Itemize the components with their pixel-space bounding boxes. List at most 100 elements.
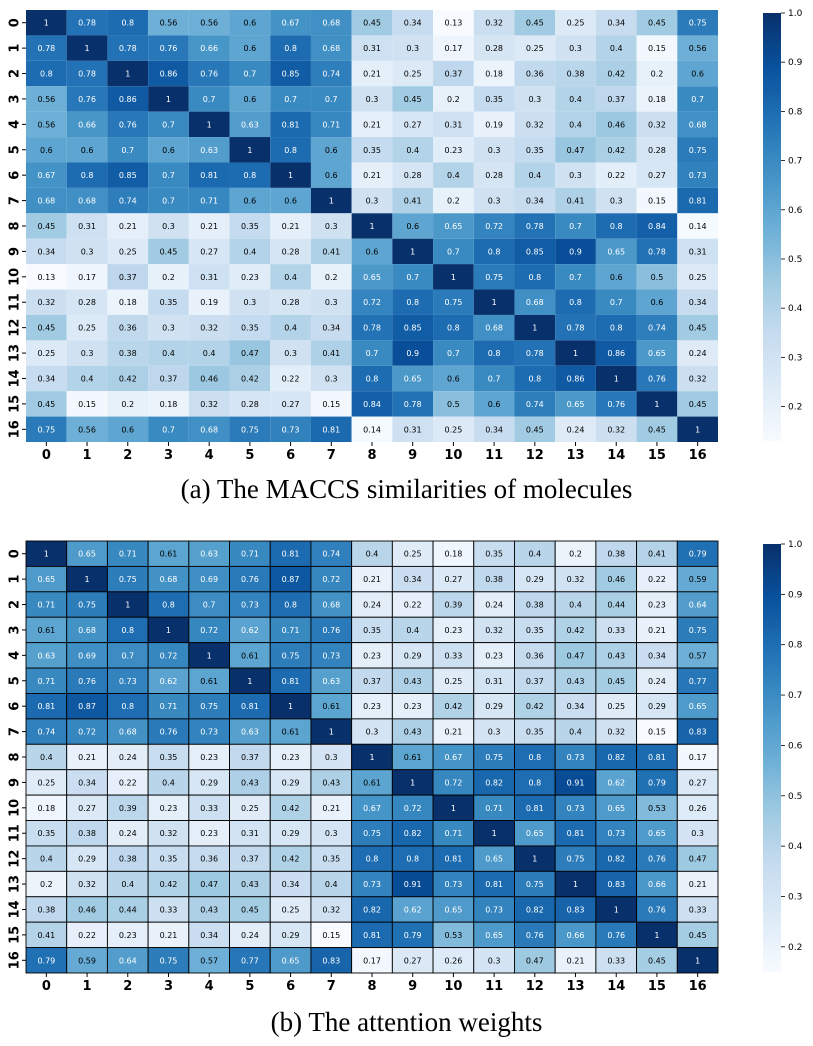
heatmap-cell bbox=[66, 794, 108, 821]
heatmap-cell bbox=[555, 162, 596, 188]
cell-value-label: 0.31 bbox=[445, 120, 463, 129]
heatmap-cell bbox=[391, 565, 434, 593]
cell-value-label: 0.71 bbox=[445, 829, 463, 838]
cell-value-label: 0.45 bbox=[648, 19, 666, 28]
cell-value-label: 0.25 bbox=[607, 702, 625, 711]
heatmap-cell bbox=[310, 86, 352, 112]
heatmap-cell bbox=[392, 416, 434, 442]
cell-value-label: 0.65 bbox=[567, 400, 585, 409]
heatmap-cell bbox=[270, 86, 311, 112]
heatmap-cell bbox=[270, 111, 311, 138]
heatmap-cell bbox=[351, 416, 393, 442]
cell-value-label: 0.75 bbox=[363, 829, 381, 838]
cell-value-label: 0.21 bbox=[78, 753, 96, 762]
cell-value-label: 0.41 bbox=[404, 197, 422, 206]
cell-value-label: 0.76 bbox=[648, 374, 666, 383]
cell-value-label: 0.4 bbox=[284, 324, 297, 333]
heatmap-cell bbox=[555, 314, 596, 341]
heatmap-cell bbox=[229, 540, 271, 567]
cell-value-label: 0.23 bbox=[200, 753, 218, 762]
heatmap-cell bbox=[310, 289, 352, 315]
heatmap-cell bbox=[636, 540, 678, 567]
cell-value-label: 0.2 bbox=[325, 273, 338, 282]
col-tick-label: 14 bbox=[607, 448, 625, 463]
heatmap-cell bbox=[677, 314, 718, 341]
heatmap-cell bbox=[555, 416, 596, 442]
cell-value-label: 0.35 bbox=[526, 728, 544, 737]
heatmap-cell bbox=[595, 921, 638, 949]
cell-value-label: 0.21 bbox=[689, 880, 707, 889]
heatmap-cell bbox=[107, 391, 149, 417]
cell-value-label: 0.71 bbox=[241, 550, 259, 559]
cell-value-label: 0.63 bbox=[241, 728, 259, 737]
heatmap-cell bbox=[106, 921, 149, 949]
cell-value-label: 0.31 bbox=[78, 222, 96, 231]
cell-value-label: 0.45 bbox=[607, 677, 625, 686]
heatmap-cell bbox=[310, 213, 352, 239]
col-tick-label: 15 bbox=[648, 448, 666, 463]
row-tick-label: 3 bbox=[8, 94, 23, 103]
cell-value-label: 0.21 bbox=[363, 575, 381, 584]
heatmap-cell bbox=[148, 162, 189, 188]
heatmap-cell bbox=[229, 845, 271, 872]
heatmap-cell bbox=[514, 845, 556, 872]
cell-value-label: 0.24 bbox=[119, 753, 137, 762]
cell-value-label: 0.4 bbox=[284, 273, 297, 282]
cell-value-label: 0.82 bbox=[526, 905, 544, 914]
cell-value-label: 0.26 bbox=[689, 804, 707, 813]
cell-value-label: 0.8 bbox=[406, 855, 419, 864]
cell-value-label: 0.21 bbox=[445, 728, 463, 737]
colorbar-tick-label: 0.3 bbox=[788, 353, 802, 363]
heatmap-cell bbox=[148, 187, 189, 214]
heatmap-cell bbox=[66, 416, 108, 442]
heatmap-cell bbox=[229, 60, 271, 87]
cell-value-label: 0.68 bbox=[37, 197, 55, 206]
cell-value-label: 0.85 bbox=[404, 324, 422, 333]
cell-value-label: 0.9 bbox=[406, 349, 419, 358]
cell-value-label: 0.7 bbox=[447, 247, 460, 256]
col-tick-label: 9 bbox=[408, 448, 417, 463]
cell-value-label: 0.42 bbox=[282, 804, 300, 813]
heatmap-cell bbox=[636, 365, 678, 392]
cell-value-label: 0.28 bbox=[282, 247, 300, 256]
heatmap-cell bbox=[107, 162, 149, 188]
cell-value-label: 1 bbox=[125, 601, 130, 610]
heatmap-cell bbox=[677, 340, 718, 366]
cell-value-label: 0.7 bbox=[162, 171, 175, 180]
cell-value-label: 0.72 bbox=[322, 575, 340, 584]
heatmap-cell bbox=[106, 947, 149, 974]
cell-value-label: 0.76 bbox=[607, 400, 625, 409]
cell-value-label: 0.29 bbox=[200, 778, 218, 787]
cell-value-label: 0.66 bbox=[78, 120, 96, 129]
heatmap-cell bbox=[188, 10, 230, 36]
row-tick-label: 12 bbox=[8, 319, 23, 337]
heatmap-cell bbox=[107, 289, 149, 315]
cell-value-label: 0.31 bbox=[363, 44, 381, 53]
heatmap-cell bbox=[514, 667, 556, 694]
heatmap-cell bbox=[106, 743, 149, 771]
cell-value-label: 0.74 bbox=[37, 728, 55, 737]
heatmap-cell bbox=[269, 565, 312, 593]
heatmap-cell bbox=[147, 718, 190, 745]
cell-value-label: 0.8 bbox=[528, 753, 541, 762]
row-tick-label: 5 bbox=[8, 145, 23, 154]
cell-value-label: 0.36 bbox=[119, 324, 137, 333]
col-tick-label: 5 bbox=[245, 979, 254, 994]
cell-value-label: 0.6 bbox=[81, 146, 94, 155]
heatmap-cell bbox=[676, 870, 719, 898]
cell-value-label: 0.76 bbox=[119, 120, 137, 129]
cell-value-label: 0.2 bbox=[447, 197, 460, 206]
heatmap-attention-weights: 1 0.65 0.71 0.61 0.63 0.71 0.81 0.74 0.4 0.25 0.18… bbox=[8, 540, 803, 994]
cell-value-label: 0.47 bbox=[567, 146, 585, 155]
colorbar-tick-label: 1.0 bbox=[788, 540, 803, 550]
row-tick-label: 13 bbox=[8, 344, 23, 362]
cell-value-label: 0.75 bbox=[241, 425, 259, 434]
col-tick-label: 5 bbox=[245, 448, 254, 463]
cell-value-label: 0.85 bbox=[119, 171, 137, 180]
heatmap-cell bbox=[310, 845, 353, 872]
col-tick-label: 12 bbox=[526, 979, 544, 994]
cell-value-label: 0.21 bbox=[282, 222, 300, 231]
cell-value-label: 0.42 bbox=[526, 702, 544, 711]
heatmap-cell bbox=[473, 540, 515, 567]
